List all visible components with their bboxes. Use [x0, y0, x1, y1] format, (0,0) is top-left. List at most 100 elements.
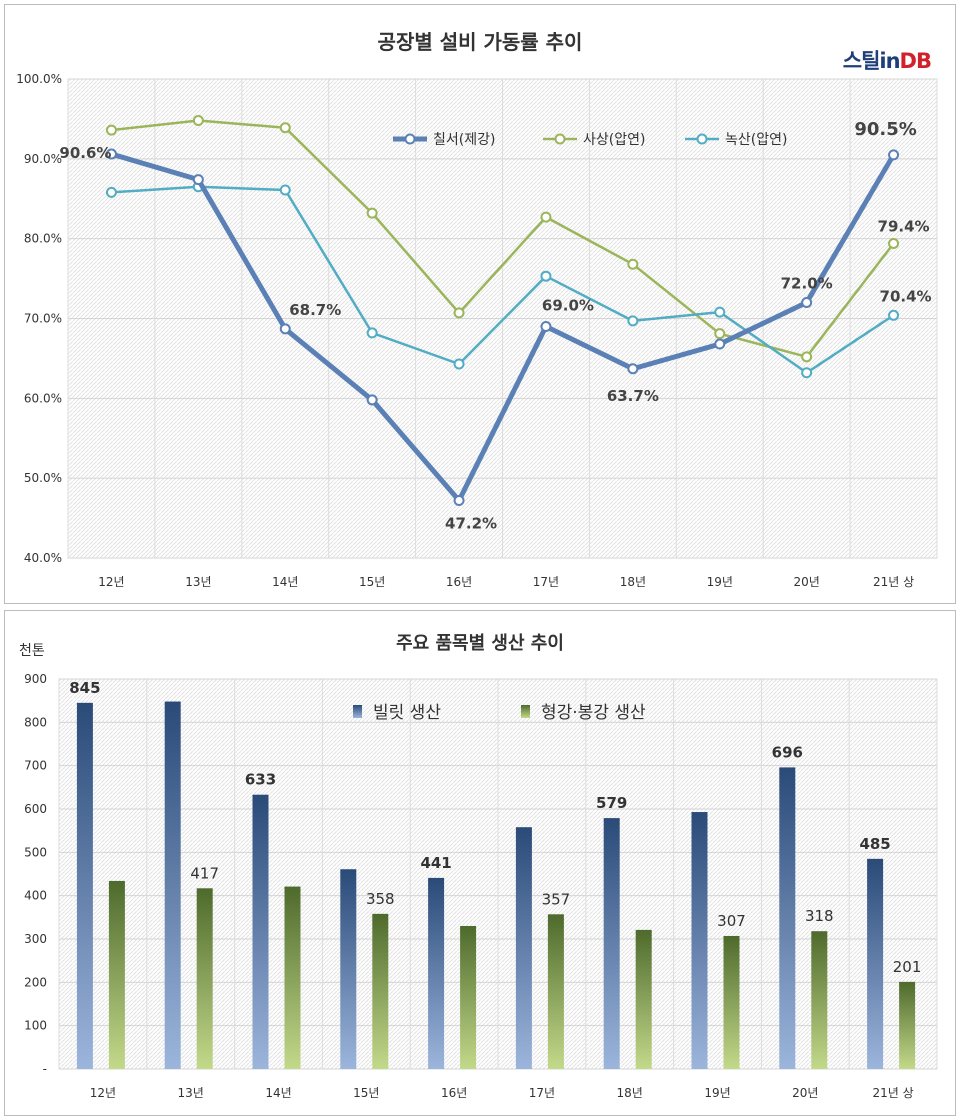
bar-legend-label: 형강·봉강 생산	[541, 703, 646, 723]
bar-x-tick-label: 20년	[792, 1086, 818, 1100]
bar-data-label: 358	[366, 890, 395, 908]
line-point	[888, 237, 900, 249]
billet-bar	[867, 858, 884, 1069]
line-y-tick-label: 40.0%	[24, 551, 62, 565]
line-chart-title: 공장별 설비 가동률 추이	[378, 30, 583, 54]
line-y-tick-label: 100.0%	[16, 72, 62, 86]
bar-x-tick-label: 14년	[265, 1086, 291, 1100]
bar-legend-swatch	[353, 705, 362, 718]
line-point	[540, 270, 552, 282]
line-point	[105, 186, 117, 198]
line-series-2	[111, 185, 895, 375]
section-bar	[547, 914, 564, 1069]
line-series-1	[111, 119, 895, 359]
bar-chart-title: 주요 품목별 생산 추이	[396, 633, 564, 654]
bar-x-tick-label: 15년	[353, 1086, 379, 1100]
bar-data-label: 633	[245, 771, 276, 789]
line-legend-label: 칠서(제강)	[433, 132, 495, 148]
line-point	[540, 320, 552, 332]
line-data-label: 47.2%	[445, 515, 497, 533]
line-point	[105, 148, 117, 160]
production-bar-chart: - 100 200 300 400 500 600 700 800 900 12년 13년 14년 15…	[19, 633, 938, 1100]
line-point	[801, 297, 813, 309]
line-point	[366, 207, 378, 219]
bar-x-tick-label: 13년	[178, 1086, 204, 1100]
utilization-chart-panel: 40.0% 50.0% 60.0% 70.0% 80.0% 90.0% 100.0% 12년…	[4, 4, 956, 604]
bar-data-label: 485	[859, 835, 890, 853]
bar-y-tick-label: 300	[24, 932, 47, 946]
section-bar	[108, 880, 125, 1069]
line-legend-label: 사상(압연)	[583, 132, 645, 148]
bar-y-tick-label: 100	[24, 1019, 47, 1033]
line-x-tick-label: 18년	[620, 575, 646, 589]
bar-y-tick-label: -	[43, 1062, 47, 1076]
brand-logo-part1: 스틸	[842, 49, 881, 73]
line-data-label: 69.0%	[542, 296, 594, 314]
billet-bar	[691, 812, 708, 1069]
billet-bar	[76, 702, 93, 1069]
line-point	[801, 367, 813, 379]
line-y-tick-label: 50.0%	[24, 471, 62, 485]
line-point	[888, 309, 900, 321]
line-data-label: 68.7%	[289, 301, 341, 319]
line-y-tick-label: 60.0%	[24, 391, 62, 405]
line-point	[453, 307, 465, 319]
line-data-label: 79.4%	[878, 217, 930, 235]
bar-data-label: 417	[190, 864, 219, 882]
line-point	[366, 327, 378, 339]
utilization-line-chart: 40.0% 50.0% 60.0% 70.0% 80.0% 90.0% 100.0% 12년…	[16, 30, 938, 589]
section-bar	[372, 913, 389, 1069]
brand-logo-part2: in	[879, 49, 900, 73]
bar-data-label: 318	[805, 907, 834, 925]
line-point	[714, 338, 726, 350]
line-x-tick-label: 19년	[707, 575, 733, 589]
brand-logo-part3: DB	[899, 49, 932, 73]
line-point	[192, 174, 204, 186]
line-series-0	[110, 151, 896, 504]
bar-y-tick-label: 200	[24, 975, 47, 989]
bar-y-tick-label: 600	[24, 802, 47, 816]
bar-data-label: 441	[420, 854, 451, 872]
line-point	[627, 363, 639, 375]
line-point	[279, 122, 291, 134]
line-point	[888, 149, 900, 161]
line-legend-marker	[696, 133, 708, 145]
line-x-tick-label: 14년	[272, 575, 298, 589]
billet-bar	[252, 794, 269, 1069]
bar-x-tick-label: 17년	[529, 1086, 555, 1100]
billet-bar	[428, 877, 445, 1069]
bar-chart-unit-label: 천톤	[19, 643, 45, 659]
bar-x-tick-label: 16년	[441, 1086, 467, 1100]
line-x-tick-label: 16년	[446, 575, 472, 589]
billet-bar	[515, 827, 532, 1069]
billet-bar	[340, 869, 357, 1069]
line-x-tick-label: 21년 상	[873, 575, 914, 589]
line-data-label: 70.4%	[880, 287, 932, 305]
section-bar	[284, 886, 301, 1069]
line-point	[279, 184, 291, 196]
line-legend-marker	[404, 133, 416, 145]
bar-x-tick-label: 12년	[90, 1086, 116, 1100]
bar-data-label: 201	[893, 958, 922, 976]
line-y-tick-label: 90.0%	[24, 152, 62, 166]
bar-y-tick-label: 500	[24, 845, 47, 859]
line-point	[714, 328, 726, 340]
line-legend-marker	[554, 133, 566, 145]
bar-x-tick-label: 19년	[704, 1086, 730, 1100]
section-bar	[723, 935, 740, 1069]
line-x-tick-label: 17년	[533, 575, 559, 589]
bar-legend-label: 빌릿 생산	[373, 703, 441, 723]
line-point	[366, 394, 378, 406]
billet-bar	[603, 818, 620, 1069]
line-data-label: 72.0%	[781, 275, 833, 293]
line-point	[627, 315, 639, 327]
line-y-tick-label: 70.0%	[24, 312, 62, 326]
billet-bar	[779, 767, 796, 1069]
bar-data-label: 307	[717, 912, 746, 930]
bar-y-tick-label: 800	[24, 715, 47, 729]
billet-bar	[164, 701, 181, 1069]
line-x-tick-label: 15년	[359, 575, 385, 589]
line-y-tick-label: 80.0%	[24, 232, 62, 246]
bar-y-tick-label: 700	[24, 759, 47, 773]
bar-x-tick-label: 18년	[617, 1086, 643, 1100]
